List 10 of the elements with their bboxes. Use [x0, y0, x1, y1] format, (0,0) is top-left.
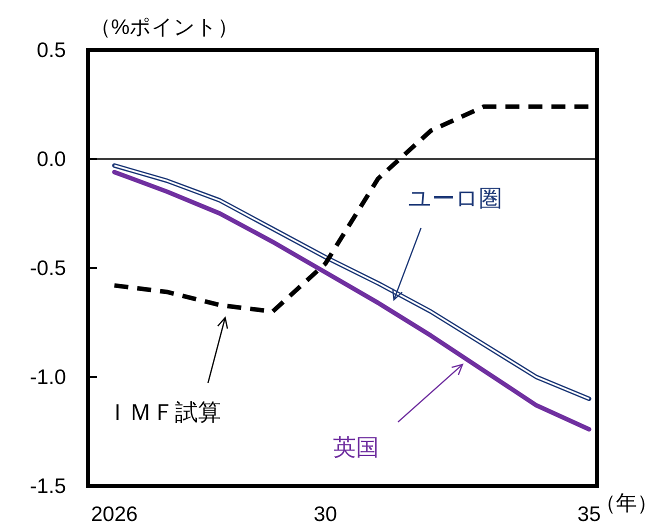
text: ＩＭＦ試算: [106, 399, 221, 425]
x-tick-label: 30: [314, 503, 338, 526]
text: 英国: [333, 434, 379, 460]
y-tick-label: -0.5: [30, 257, 66, 280]
y-axis-title: （%ポイント）: [90, 16, 239, 39]
x-tick-label: 2026: [91, 503, 138, 526]
y-tick-label: 0.0: [36, 148, 66, 171]
y-tick-label: -1.5: [30, 475, 66, 498]
y-tick-label: -1.0: [30, 366, 66, 389]
y-tick-label: 0.5: [36, 39, 66, 62]
